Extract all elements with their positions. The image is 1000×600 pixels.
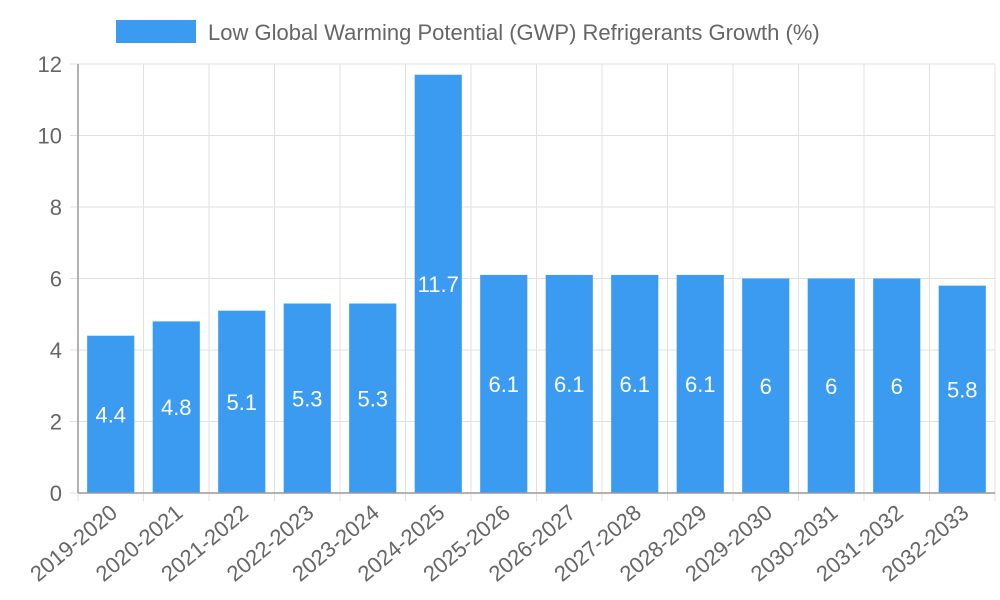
bar-value-label: 5.1 xyxy=(226,390,257,415)
bar-value-label: 6 xyxy=(760,374,772,399)
legend-swatch[interactable] xyxy=(116,20,196,43)
y-tick-label: 2 xyxy=(50,410,62,435)
bar[interactable] xyxy=(873,278,921,494)
bar-value-label: 4.8 xyxy=(161,395,192,420)
bar-value-label: 6 xyxy=(891,374,903,399)
bar-value-label: 6.1 xyxy=(554,372,585,397)
bar-value-label: 6.1 xyxy=(488,372,519,397)
y-tick-label: 6 xyxy=(50,267,62,292)
bar[interactable] xyxy=(807,278,855,494)
bar[interactable] xyxy=(545,274,593,493)
legend[interactable]: Low Global Warming Potential (GWP) Refri… xyxy=(116,20,820,45)
bar[interactable] xyxy=(742,278,790,494)
y-tick-label: 12 xyxy=(38,52,62,77)
bars: 4.4 4.8 5.1 5.3 5.3 11.7 6.1 6.1 6.1 6.1 6 6 6 5.8 xyxy=(87,74,986,494)
bar-value-label: 6 xyxy=(825,374,837,399)
y-tick-label: 10 xyxy=(38,124,62,149)
bar-value-label: 11.7 xyxy=(418,272,459,297)
bar-value-label: 6.1 xyxy=(619,372,650,397)
bar[interactable] xyxy=(480,274,528,493)
bar[interactable] xyxy=(218,310,266,493)
bar[interactable] xyxy=(87,335,135,493)
bar-value-label: 5.8 xyxy=(947,377,978,402)
bar[interactable] xyxy=(938,285,986,493)
legend-label[interactable]: Low Global Warming Potential (GWP) Refri… xyxy=(208,20,820,45)
bar-value-label: 4.4 xyxy=(95,402,126,427)
bar[interactable] xyxy=(611,274,659,493)
y-tick-label: 0 xyxy=(50,481,62,506)
bar-value-label: 6.1 xyxy=(685,372,716,397)
bar-value-label: 5.3 xyxy=(357,386,388,411)
bar[interactable] xyxy=(152,321,200,493)
bar[interactable] xyxy=(349,303,397,493)
bar-value-label: 5.3 xyxy=(292,386,323,411)
bar[interactable] xyxy=(283,303,331,493)
y-tick-label: 8 xyxy=(50,195,62,220)
bar[interactable] xyxy=(414,74,462,493)
bar[interactable] xyxy=(676,274,724,493)
y-tick-label: 4 xyxy=(50,338,62,363)
grid-lines xyxy=(70,63,996,501)
